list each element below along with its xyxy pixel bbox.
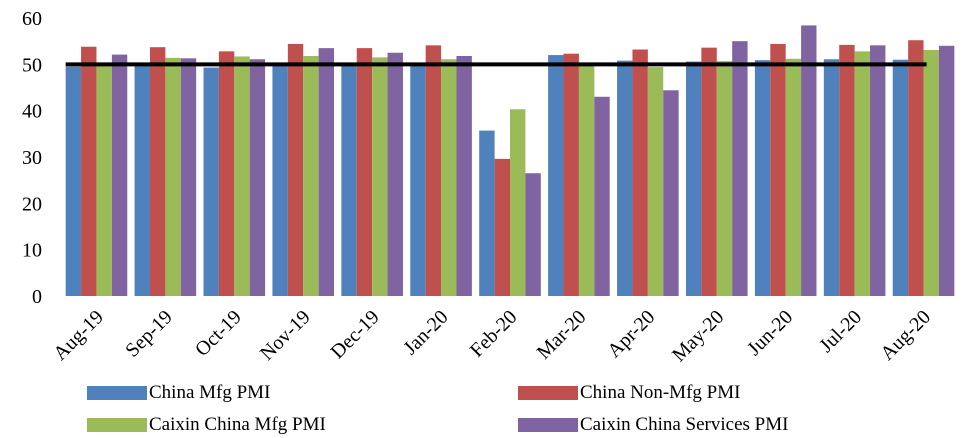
bar [134,65,150,296]
bar [341,63,357,296]
bar [387,52,403,296]
bar [801,25,817,296]
legend-label-china-non-mfg-pmi: China Non-Mfg PMI [580,382,741,403]
bar [892,59,909,297]
y-tick-label: 20 [22,193,42,215]
x-tick-label: Aug-20 [876,306,935,365]
y-tick-label: 10 [22,240,42,262]
bar [318,48,335,297]
bar [908,40,924,296]
bar [923,49,939,296]
x-tick-label: Jul-20 [815,306,866,357]
bar [372,57,388,296]
bar [356,48,373,297]
x-tick-label: May-20 [668,306,728,366]
legend: China Mfg PMI China Non-Mfg PMI Caixin C… [0,376,964,438]
bar [770,43,786,297]
bar [510,109,526,296]
legend-item-caixin-china-mfg-pmi: Caixin China Mfg PMI [87,414,326,436]
bar [234,56,250,297]
x-tick-label: Oct-19 [191,306,246,361]
x-tick-label: Nov-19 [256,306,315,365]
bar [617,60,633,296]
bar [494,158,510,296]
x-tick-label: Apr-20 [603,306,659,362]
bar [870,45,886,297]
bar [563,53,579,297]
bar [525,173,541,296]
bar [96,62,112,297]
y-tick-label: 40 [22,101,42,123]
x-tick-label: Jan-20 [399,306,452,359]
y-tick-label: 60 [22,8,42,30]
bar [410,64,426,296]
bar [218,51,235,296]
x-tick-label: Mar-20 [533,306,591,364]
legend-swatch-china-non-mfg-pmi [518,386,578,400]
bar [203,67,219,296]
x-tick-label: Aug-19 [49,306,108,365]
bar [111,54,128,296]
bar [823,59,840,296]
bar [479,130,495,296]
y-axis: 0 10 20 30 40 50 60 [22,8,42,308]
legend-swatch-caixin-china-services-pmi [518,418,578,432]
bar [716,61,733,297]
legend-item-china-mfg-pmi: China Mfg PMI [87,382,270,404]
y-tick-label: 50 [22,54,42,76]
bar [754,60,771,296]
bar [65,66,82,297]
bar [854,51,871,296]
bar [456,55,472,296]
bar [701,47,717,297]
bar [287,43,304,297]
bar [839,44,855,297]
bar [81,46,97,297]
legend-swatch-china-mfg-pmi [87,386,147,400]
bar [938,45,955,296]
bar [578,63,595,297]
bar [548,55,564,296]
x-axis: Aug-19 Sep-19 Oct-19 Nov-19 Dec-19 Jan-20 Feb-… [49,306,935,366]
legend-item-china-non-mfg-pmi: China Non-Mfg PMI [518,382,740,404]
x-tick-label: Jun-20 [743,306,797,360]
bar [732,41,748,296]
bar [165,57,181,296]
legend-item-caixin-china-services-pmi: Caixin China Services PMI [518,414,788,436]
legend-label-china-mfg-pmi: China Mfg PMI [149,382,271,403]
bar [441,59,457,296]
x-tick-label: Sep-19 [121,306,177,362]
y-tick-label: 30 [22,147,42,169]
bar [647,67,664,296]
bars-group [65,25,955,297]
bar [632,49,648,297]
bar [180,58,197,297]
x-tick-label: Dec-19 [327,306,384,363]
legend-label-caixin-china-mfg-pmi: Caixin China Mfg PMI [149,414,326,435]
x-tick-label: Feb-20 [466,306,522,362]
legend-swatch-caixin-china-mfg-pmi [87,418,147,432]
y-tick-label: 0 [32,286,42,308]
pmi-bar-chart: 0 10 20 30 40 50 60 Aug-19 Sep-19 Oct-19 Nov-19 De… [22,8,955,366]
bar [149,47,166,296]
bar [425,45,442,297]
bar [594,96,610,297]
legend-label-caixin-china-services-pmi: Caixin China Services PMI [580,414,789,435]
bar [785,58,802,296]
bar [303,55,319,296]
bar [272,63,288,296]
bar [249,59,266,296]
bar [663,90,679,296]
bar [685,61,702,296]
